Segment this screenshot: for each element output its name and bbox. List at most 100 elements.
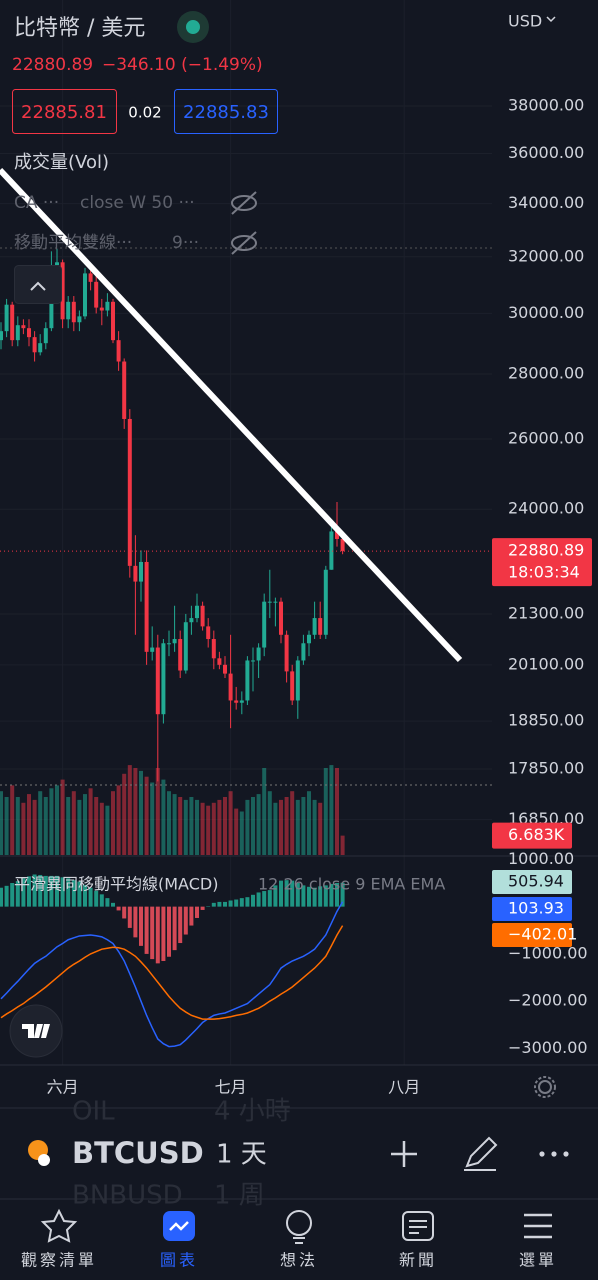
- candle-body: [144, 561, 149, 652]
- candle-body: [127, 418, 132, 566]
- histogram-bar: [105, 898, 110, 907]
- trend-line[interactable]: [0, 167, 463, 663]
- histogram-bar: [211, 902, 216, 907]
- tab-label[interactable]: 圖表: [160, 1251, 198, 1270]
- histogram-bar: [223, 901, 227, 907]
- volume-bar: [245, 799, 250, 855]
- volume-bar: [178, 797, 183, 855]
- histogram-bar: [60, 877, 65, 907]
- chevron-up: [30, 281, 46, 291]
- candle-body: [21, 325, 26, 329]
- volume-bar: [217, 799, 222, 855]
- volume-bar: [94, 797, 99, 855]
- candle-body: [27, 328, 31, 338]
- indicator-label[interactable]: CA ···: [14, 193, 59, 213]
- interval[interactable]: 1 天: [216, 1140, 267, 1170]
- candle-body: [223, 664, 227, 674]
- indicator-label[interactable]: 成交量(Vol): [14, 152, 109, 173]
- histogram-bar: [256, 892, 261, 907]
- histogram-bar: [77, 881, 82, 907]
- volume-bar: [256, 794, 261, 855]
- draw-button[interactable]: [464, 1136, 498, 1171]
- y-tick-label: −2000.00: [508, 991, 588, 1010]
- candle-body: [4, 304, 9, 332]
- histogram-bar: [290, 880, 295, 907]
- candle-body: [88, 273, 93, 282]
- volume-bar: [167, 791, 171, 855]
- histogram-bar: [251, 894, 255, 907]
- volume-bar: [301, 797, 306, 855]
- volume-bar: [206, 805, 211, 855]
- volume-bar: [307, 791, 311, 855]
- add-button[interactable]: [391, 1141, 417, 1167]
- symbol-title[interactable]: 比特幣 / 美元: [14, 16, 145, 41]
- histogram-bar: [116, 906, 121, 911]
- tab-icon[interactable]: [40, 1208, 78, 1243]
- histogram-bar: [279, 880, 283, 907]
- sell-button[interactable]: [12, 89, 117, 134]
- logo-mark: [22, 1024, 50, 1038]
- tab-label[interactable]: 觀察清單: [21, 1251, 97, 1270]
- candle-body: [66, 301, 71, 320]
- signal-label: −402.01: [508, 925, 577, 944]
- bid[interactable]: 22885.81: [21, 102, 107, 123]
- tab-label[interactable]: 新聞: [399, 1251, 437, 1270]
- tab-icon[interactable]: [524, 1213, 552, 1239]
- tab-label[interactable]: 選單: [519, 1251, 557, 1270]
- histogram-bar: [262, 891, 267, 907]
- candle-body: [77, 316, 82, 323]
- volume-bar: [161, 779, 166, 855]
- collapse-button[interactable]: [14, 265, 62, 304]
- histogram-bar: [161, 906, 166, 961]
- volume-bar: [21, 802, 26, 855]
- candle-body: [183, 622, 188, 671]
- hide-icon[interactable]: [231, 231, 257, 255]
- histogram-bar: [167, 906, 171, 957]
- volume-bar: [55, 785, 59, 855]
- macd-title[interactable]: 平滑異同移動平均線(MACD): [14, 875, 218, 894]
- candle-body: [340, 538, 345, 552]
- tab-icon[interactable]: [286, 1210, 312, 1244]
- histogram-bar: [228, 900, 233, 907]
- candle-body: [301, 643, 306, 661]
- volume-bar: [116, 785, 121, 855]
- settings-icon[interactable]: [534, 1076, 556, 1098]
- histogram-bar: [217, 901, 222, 907]
- tab-icon[interactable]: [402, 1211, 434, 1241]
- candle-body: [318, 618, 323, 635]
- ask[interactable]: 22885.83: [183, 102, 269, 123]
- histogram-bar: [55, 875, 59, 907]
- histogram-bar: [15, 881, 20, 907]
- volume-bar: [43, 797, 48, 855]
- volume-bar: [38, 791, 43, 855]
- x-tick-label: 六月: [47, 1078, 79, 1097]
- histogram-bar: [94, 890, 99, 907]
- volume-bar: [155, 768, 160, 855]
- histogram-bar: [71, 880, 76, 907]
- toolbar: [0, 1108, 598, 1200]
- volume-bar: [66, 797, 71, 855]
- histogram-tag: [492, 870, 572, 894]
- histogram-bar: [66, 878, 71, 907]
- volume-bar: [111, 791, 115, 855]
- volume-bar: [150, 782, 155, 855]
- currency[interactable]: USD: [508, 12, 542, 31]
- histogram-bar: [178, 906, 183, 944]
- symbol[interactable]: BTCUSD: [72, 1136, 204, 1170]
- tab-label[interactable]: 想法: [280, 1251, 318, 1270]
- volume-bar: [4, 797, 9, 855]
- candle-body: [200, 605, 205, 627]
- hide-icon[interactable]: [231, 191, 257, 215]
- volume-bar: [223, 797, 227, 855]
- more-button[interactable]: [539, 1151, 569, 1157]
- indicator-label[interactable]: 移動平均雙線···: [14, 233, 132, 253]
- candle-body: [234, 700, 239, 703]
- volume-bar: [335, 768, 339, 855]
- candle-body: [195, 605, 199, 619]
- candle-body: [116, 340, 121, 362]
- volume-bar: [262, 768, 267, 855]
- y-tick-label: −1000.00: [508, 943, 588, 962]
- y-tick-label: 24000.00: [508, 499, 584, 518]
- buy-button[interactable]: [174, 89, 278, 134]
